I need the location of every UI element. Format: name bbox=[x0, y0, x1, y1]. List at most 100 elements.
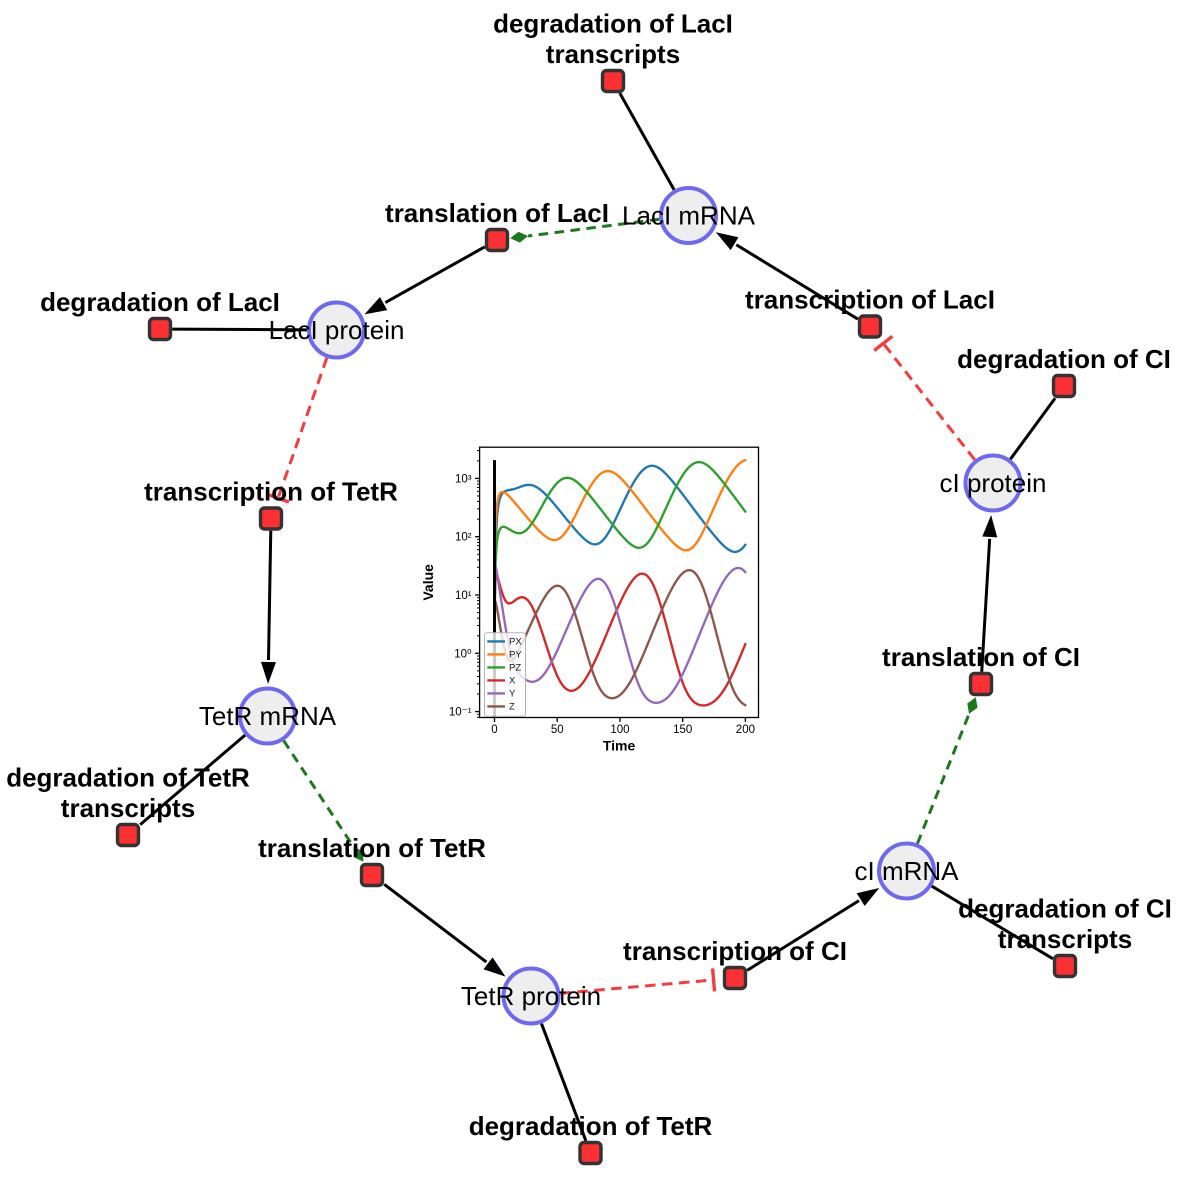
x-tick-label-200: 200 bbox=[736, 724, 755, 736]
edge-reactant-TetR_mRNA-deg_TetR_tr bbox=[139, 734, 247, 826]
network-labels: LacI mRNA LacI protein TetR mRNA TetR prote… bbox=[6, 9, 1172, 1142]
reaction-node-deg_cI_tr bbox=[1052, 953, 1078, 979]
x-tick-label-150: 150 bbox=[673, 724, 692, 736]
reaction-node-tl_LacI bbox=[484, 227, 510, 253]
product-arrowhead bbox=[483, 957, 506, 977]
reaction-node-deg_TetR bbox=[578, 1140, 603, 1166]
edge-reactant-LacI_protein-deg_LacI bbox=[172, 327, 308, 332]
legend-label-X: X bbox=[509, 676, 516, 687]
y-tick-label-0: 10⁰ bbox=[454, 648, 472, 660]
product-arrowhead bbox=[364, 297, 388, 315]
edge-reactant-cI_protein-deg_cI bbox=[1009, 397, 1057, 461]
modifier-arrowhead bbox=[353, 846, 364, 862]
network-edges bbox=[139, 92, 1057, 1142]
species-node-TetR_mRNA bbox=[238, 686, 297, 746]
reaction-label-tl_cI-line1: translation of CI bbox=[882, 642, 1080, 672]
species-node-cI_mRNA bbox=[877, 841, 936, 901]
reaction-label-deg_cI_tr-line1: degradation of CI bbox=[958, 894, 1172, 924]
y-tick-label--1: 10⁻¹ bbox=[449, 707, 472, 719]
plot-ylabel: Value bbox=[420, 564, 436, 601]
species-label-LacI_mRNA: LacI mRNA bbox=[622, 201, 756, 231]
legend-label-PY: PY bbox=[509, 650, 522, 661]
reaction-label-tc_TetR-line1: transcription of TetR bbox=[144, 477, 398, 507]
reaction-label-deg_LacI_tr-line2: transcripts bbox=[546, 39, 680, 69]
edge-product-cI_mRNA-tc_cI bbox=[746, 887, 880, 972]
species-node-TetR_protein bbox=[501, 966, 561, 1026]
plot-series-Z bbox=[493, 568, 747, 707]
reaction-node-deg_LacI_tr bbox=[600, 68, 626, 94]
plot-series-X bbox=[493, 572, 747, 707]
reaction-label-deg_cI-line1: degradation of CI bbox=[957, 344, 1171, 374]
product-arrowhead bbox=[856, 887, 880, 906]
edge-product-cI_protein-tl_cI bbox=[980, 514, 998, 672]
plot-series-PZ bbox=[493, 460, 747, 718]
inhibitor-tee bbox=[710, 968, 717, 992]
x-tick-label-50: 50 bbox=[551, 724, 564, 736]
reaction-label-tc_LacI-line1: transcription of LacI bbox=[745, 285, 995, 315]
modifier-arrowhead bbox=[510, 231, 529, 243]
species-node-LacI_protein bbox=[307, 300, 366, 360]
legend-label-PX: PX bbox=[509, 637, 522, 648]
reaction-label-tl_LacI-line1: translation of LacI bbox=[385, 198, 609, 228]
species-label-TetR_protein: TetR protein bbox=[461, 981, 601, 1011]
plot-series-Y bbox=[493, 565, 747, 705]
edge-product-LacI_protein-tl_LacI bbox=[364, 245, 486, 315]
edge-modifier-cI_mRNA-tl_cI bbox=[916, 697, 978, 845]
species-label-LacI_protein: LacI protein bbox=[269, 315, 405, 345]
edge-modifier-LacI_mRNA-tl_LacI bbox=[510, 217, 660, 243]
y-tick-label-2: 10² bbox=[455, 532, 472, 544]
inhibitor-tee bbox=[266, 492, 290, 504]
plot-xlabel: Time bbox=[603, 738, 636, 754]
edge-inhibitor-TetR_protein-tc_cI bbox=[560, 968, 717, 995]
species-label-cI_protein: cI protein bbox=[940, 468, 1047, 498]
product-arrowhead bbox=[715, 232, 739, 251]
reaction-node-tc_TetR bbox=[258, 506, 284, 531]
product-arrowhead bbox=[982, 514, 998, 538]
network-nodes bbox=[115, 68, 1078, 1166]
reaction-node-tl_TetR bbox=[359, 862, 385, 888]
edge-product-LacI_mRNA-tc_LacI bbox=[715, 232, 859, 321]
edge-product-TetR_mRNA-tc_TetR bbox=[260, 530, 276, 685]
edge-modifier-TetR_mRNA-tl_TetR bbox=[282, 739, 364, 862]
reaction-label-deg_LacI-line1: degradation of LacI bbox=[40, 287, 280, 317]
x-tick-label-100: 100 bbox=[610, 724, 629, 736]
modifier-arrowhead bbox=[967, 697, 978, 714]
reaction-node-tc_cI bbox=[722, 965, 748, 991]
species-label-TetR_mRNA: TetR mRNA bbox=[199, 701, 337, 731]
plot-series-PX bbox=[493, 464, 747, 718]
plot-legend: PX PY PZ XYZ bbox=[484, 632, 526, 717]
species-node-LacI_mRNA bbox=[659, 186, 718, 245]
species-node-cI_protein bbox=[963, 453, 1023, 513]
reaction-label-deg_TetR_tr-line1: degradation of TetR bbox=[6, 763, 250, 793]
legend-label-PZ: PZ bbox=[509, 663, 521, 674]
y-tick-label-3: 10³ bbox=[455, 473, 472, 485]
x-tick-label-0: 0 bbox=[491, 724, 497, 736]
plot-axes-frame bbox=[478, 446, 760, 719]
reaction-node-deg_cI bbox=[1051, 373, 1077, 399]
reaction-label-tc_cI-line1: transcription of CI bbox=[623, 936, 847, 966]
species-label-cI_mRNA: cI mRNA bbox=[855, 856, 960, 886]
reaction-node-deg_LacI bbox=[147, 316, 173, 342]
reaction-label-deg_cI_tr-line2: transcripts bbox=[998, 924, 1132, 954]
plot-curves bbox=[493, 458, 747, 718]
reaction-label-deg_LacI_tr-line1: degradation of LacI bbox=[493, 9, 733, 39]
edge-reactant-LacI_mRNA-deg_LacI_tr bbox=[618, 92, 676, 191]
reaction-node-tl_cI bbox=[968, 671, 994, 697]
y-tick-label-1: 10¹ bbox=[455, 590, 472, 602]
reaction-label-deg_TetR-line1: degradation of TetR bbox=[469, 1111, 713, 1141]
edge-product-TetR_protein-tl_TetR bbox=[383, 883, 506, 977]
product-arrowhead bbox=[260, 661, 276, 685]
inhibitor-tee bbox=[873, 334, 894, 352]
legend-label-Z: Z bbox=[509, 702, 515, 713]
legend-label-Y: Y bbox=[509, 689, 516, 700]
reaction-node-tc_LacI bbox=[857, 314, 883, 339]
reaction-node-deg_TetR_tr bbox=[115, 822, 141, 848]
reaction-label-deg_TetR_tr-line2: transcripts bbox=[61, 793, 195, 823]
edge-inhibitor-cI_protein-tc_LacI bbox=[873, 334, 976, 461]
edge-reactant-TetR_protein-deg_TetR bbox=[540, 1023, 588, 1142]
edge-reactant-cI_mRNA-deg_cI_tr bbox=[931, 884, 1054, 960]
plot-series-PY bbox=[493, 458, 747, 629]
reaction-label-tl_TetR-line1: translation of TetR bbox=[258, 833, 486, 863]
inset-timeseries-plot: 0 50 100 150 20010³10²10¹10⁰10⁻¹TimeValuePXP… bbox=[420, 446, 760, 754]
